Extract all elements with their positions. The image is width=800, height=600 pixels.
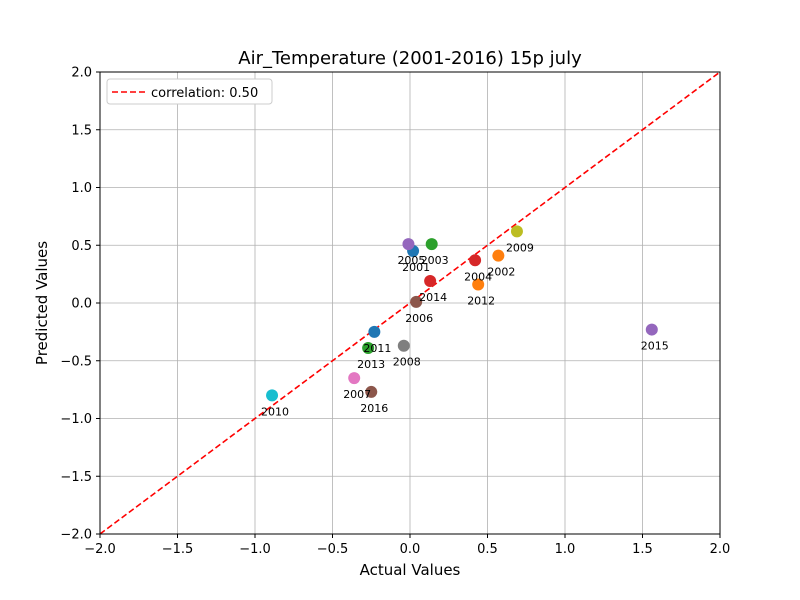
y-tick-label: 0.0 bbox=[71, 297, 92, 312]
data-point-2008 bbox=[397, 339, 410, 352]
data-point-2013 bbox=[362, 342, 375, 355]
x-tick-label: 1.5 bbox=[632, 542, 653, 557]
point-label-2014: 2014 bbox=[419, 291, 447, 304]
correlation-reference-line bbox=[99, 71, 721, 535]
y-axis-label: Predicted Values bbox=[33, 241, 51, 365]
data-point-2011 bbox=[368, 325, 381, 338]
point-label-2013: 2013 bbox=[357, 358, 385, 371]
data-points bbox=[266, 225, 658, 402]
legend-label: correlation: 0.50 bbox=[151, 86, 258, 101]
x-tick-label: 2.0 bbox=[710, 542, 731, 557]
x-axis-ticks: −2.0 −1.5 −1.0 −0.5 0.0 0.5 1.0 1.5 2.0 bbox=[84, 534, 730, 557]
chart-title: Air_Temperature (2001-2016) 15p july bbox=[238, 48, 582, 69]
y-tick-label: −2.0 bbox=[60, 528, 92, 543]
data-point-2006 bbox=[410, 295, 423, 308]
data-point-2002 bbox=[492, 249, 505, 262]
data-point-2009 bbox=[510, 225, 523, 238]
point-label-2010: 2010 bbox=[261, 405, 289, 418]
x-tick-label: 1.0 bbox=[555, 542, 576, 557]
y-tick-label: −1.5 bbox=[60, 470, 92, 485]
y-axis-ticks: −2.0 −1.5 −1.0 −0.5 0.0 0.5 1.0 1.5 2.0 bbox=[60, 66, 100, 543]
point-label-2003: 2003 bbox=[421, 254, 449, 267]
y-tick-label: 1.5 bbox=[71, 123, 92, 138]
x-tick-label: −1.5 bbox=[162, 542, 194, 557]
legend-box bbox=[106, 78, 273, 105]
y-tick-label: 1.0 bbox=[71, 181, 92, 196]
point-label-2006: 2006 bbox=[405, 312, 433, 325]
point-label-2004: 2004 bbox=[464, 270, 492, 283]
x-tick-label: −0.5 bbox=[317, 542, 349, 557]
data-point-2007 bbox=[348, 372, 361, 385]
point-label-2007: 2007 bbox=[343, 388, 371, 401]
x-axis-label: Actual Values bbox=[360, 561, 461, 579]
point-label-2015: 2015 bbox=[641, 340, 669, 353]
data-point-2014 bbox=[424, 275, 437, 288]
data-point-2003 bbox=[425, 238, 438, 251]
point-labels: 2001 2002 2003 2004 2005 2006 2007 2008 2009 2010… bbox=[261, 241, 669, 418]
data-point-2010 bbox=[266, 389, 279, 402]
legend: correlation: 0.50 bbox=[106, 78, 273, 105]
point-label-2001: 2001 bbox=[402, 261, 430, 274]
point-label-2016: 2016 bbox=[360, 402, 388, 415]
x-tick-label: −2.0 bbox=[84, 542, 116, 557]
point-label-2009: 2009 bbox=[506, 241, 534, 254]
x-tick-label: 0.0 bbox=[400, 542, 421, 557]
y-tick-label: −0.5 bbox=[60, 354, 92, 369]
data-point-2005 bbox=[402, 238, 415, 251]
x-tick-label: 0.5 bbox=[477, 542, 498, 557]
point-label-2011: 2011 bbox=[363, 342, 391, 355]
data-point-2015 bbox=[645, 323, 658, 336]
point-label-2008: 2008 bbox=[393, 356, 421, 369]
y-tick-label: 2.0 bbox=[71, 66, 92, 81]
y-tick-label: 0.5 bbox=[71, 239, 92, 254]
y-tick-label: −1.0 bbox=[60, 412, 92, 427]
x-tick-label: −1.0 bbox=[239, 542, 271, 557]
point-label-2012: 2012 bbox=[467, 295, 495, 308]
point-label-2005: 2005 bbox=[397, 254, 425, 267]
data-point-2012 bbox=[472, 278, 485, 291]
reference-line-group bbox=[99, 71, 721, 535]
data-point-2004 bbox=[469, 254, 482, 267]
point-label-2002: 2002 bbox=[487, 266, 515, 279]
data-point-2016 bbox=[365, 385, 378, 398]
